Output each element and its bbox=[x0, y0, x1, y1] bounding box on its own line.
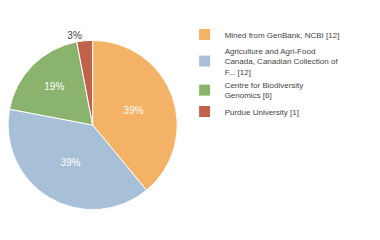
svg-text:Mined from GenBank, NCBI [12]: Mined from GenBank, NCBI [12] bbox=[225, 31, 340, 40]
svg-text:Centre for BiodiversityGenomic: Centre for BiodiversityGenomics [6] bbox=[225, 81, 304, 100]
svg-text:3%: 3% bbox=[67, 30, 82, 41]
svg-text:39%: 39% bbox=[124, 105, 144, 116]
svg-text:39%: 39% bbox=[60, 157, 80, 168]
svg-text:19%: 19% bbox=[44, 81, 64, 92]
svg-text:Agriculture and Agri-FoodCanad: Agriculture and Agri-FoodCanada, Canadia… bbox=[225, 47, 339, 77]
svg-text:Purdue University [1]: Purdue University [1] bbox=[225, 108, 299, 117]
